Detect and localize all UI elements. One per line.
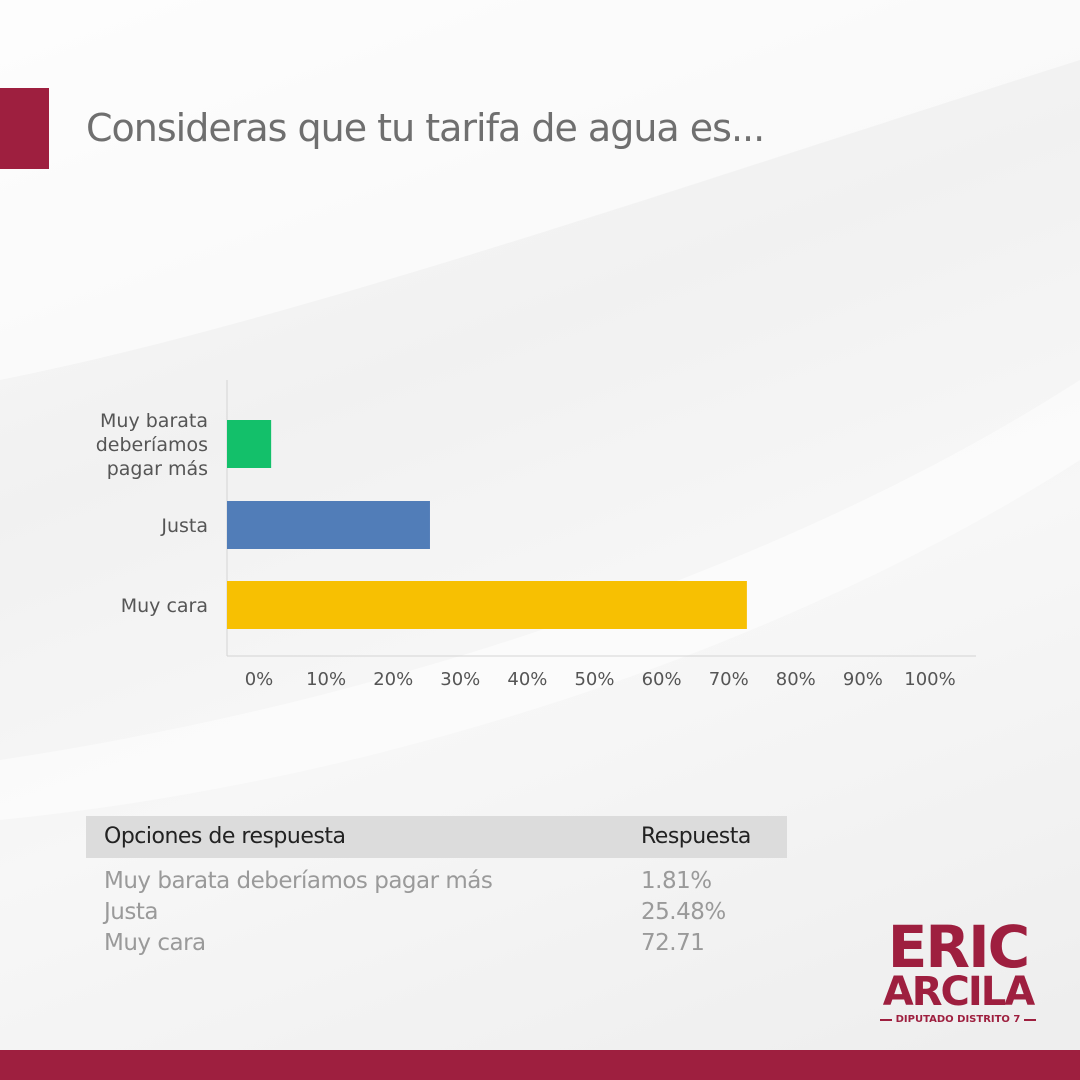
category-labels: Muy barata deberíamos pagar más Justa Muy ca… — [96, 410, 208, 617]
x-tick-label: 0% — [245, 669, 274, 690]
category-label-2: Justa — [160, 515, 208, 537]
x-tick-label: 90% — [843, 669, 883, 690]
category-label-3: Muy cara — [121, 595, 208, 617]
table-row: Muy barata deberíamos pagar más 1.81% — [86, 866, 787, 897]
footer-bar — [0, 1050, 1080, 1080]
x-tick-label: 60% — [642, 669, 682, 690]
table-header-row: Opciones de respuesta Respuesta — [86, 816, 787, 858]
category-label-1: Muy barata deberíamos pagar más — [96, 410, 208, 480]
table-row: Muy cara 72.71 — [86, 928, 787, 959]
logo-first-name: ERIC — [887, 913, 1030, 981]
brand-logo: ERIC ARCILA DIPUTADO DISTRITO 7 — [880, 918, 1036, 1025]
page-title: Consideras que tu tarifa de agua es... — [86, 106, 765, 150]
bar-1 — [227, 420, 272, 468]
x-tick-label: 20% — [373, 669, 413, 690]
bars-layer — [227, 420, 747, 629]
row-option: Muy barata deberíamos pagar más — [104, 868, 493, 894]
row-response: 25.48% — [641, 899, 726, 925]
row-response: 72.71 — [641, 930, 705, 956]
header-response: Respuesta — [641, 824, 751, 849]
x-tick-label: 50% — [574, 669, 614, 690]
row-option: Muy cara — [104, 930, 206, 956]
x-tick-label: 40% — [507, 669, 547, 690]
x-tick-label: 80% — [776, 669, 816, 690]
x-tick-label: 30% — [440, 669, 480, 690]
x-tick-label: 70% — [709, 669, 749, 690]
row-response: 1.81% — [641, 868, 712, 894]
bar-3 — [227, 581, 747, 629]
row-option: Justa — [104, 899, 158, 925]
table-row: Justa 25.48% — [86, 897, 787, 928]
header-options: Opciones de respuesta — [104, 824, 346, 849]
title-accent-bar — [0, 88, 49, 169]
logo-last-name: ARCILA — [882, 969, 1035, 1015]
bar-2 — [227, 501, 430, 549]
x-tick-labels: 0% 10% 20% 30% 40% 50% 60% 70% 80% 90% 100% — [245, 669, 956, 690]
x-tick-label: 10% — [306, 669, 346, 690]
logo-subtitle: DIPUTADO DISTRITO 7 — [880, 1014, 1036, 1025]
results-table: Opciones de respuesta Respuesta Muy bara… — [86, 816, 787, 959]
x-tick-label: 100% — [904, 669, 955, 690]
table-body: Muy barata deberíamos pagar más 1.81% Ju… — [86, 866, 787, 959]
